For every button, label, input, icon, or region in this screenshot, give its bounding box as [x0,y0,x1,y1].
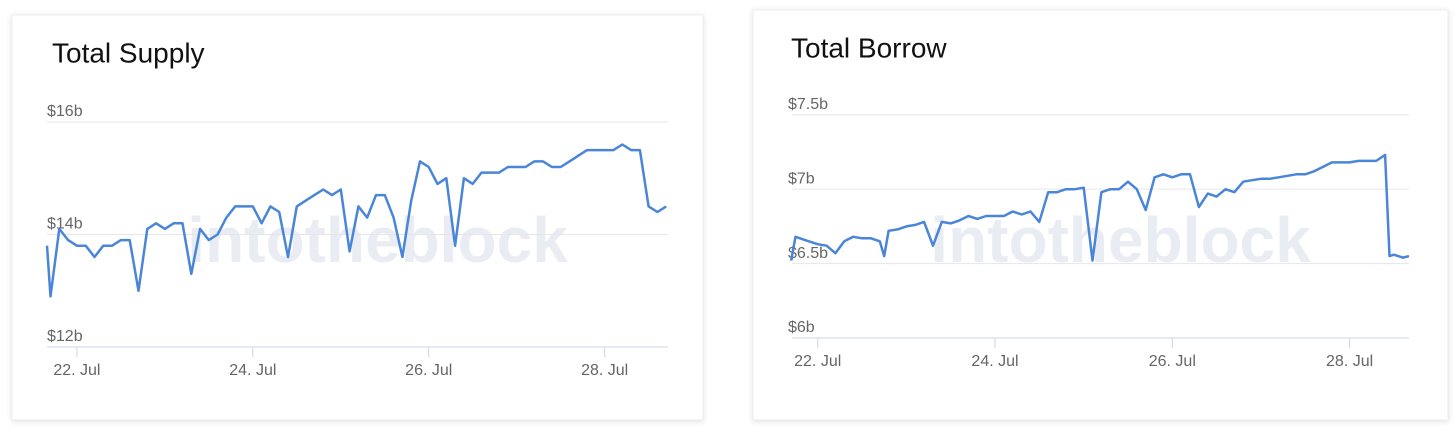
series-line [45,143,667,298]
y-tick-label: $6.5b [788,245,828,262]
x-tick-label: 26. Jul [1149,353,1196,370]
x-tick-label: 24. Jul [971,353,1018,370]
x-tick-label: 28. Jul [1326,353,1373,370]
x-tick-label: 22. Jul [53,362,100,379]
x-tick-label: 22. Jul [794,353,841,370]
card [752,9,1449,421]
y-tick-label: $14b [47,216,83,233]
y-tick-label: $6b [788,319,815,336]
chart-title: Total Borrow [791,32,947,63]
y-tick-label: $7.5b [788,96,828,113]
watermark: intotheblock [930,204,1311,276]
series-line [789,153,1410,262]
watermark: intotheblock [187,204,568,276]
x-tick-label: 26. Jul [405,362,452,379]
x-tick-label: 24. Jul [229,362,276,379]
y-tick-label: $16b [47,103,83,120]
y-tick-label: $12b [47,328,83,345]
chart-title: Total Supply [52,37,205,68]
y-tick-label: $7b [788,170,815,187]
x-tick-label: 28. Jul [581,362,628,379]
